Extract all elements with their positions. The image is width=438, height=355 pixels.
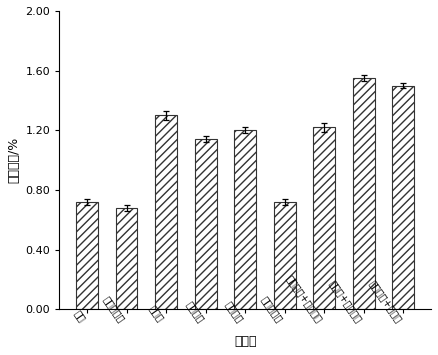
X-axis label: 酶种类: 酶种类 (234, 335, 256, 348)
Y-axis label: 多糖得率/%: 多糖得率/% (7, 137, 20, 183)
Bar (274, 202, 296, 309)
Bar (313, 127, 335, 309)
Bar (392, 86, 414, 309)
Bar (353, 78, 374, 309)
Bar (155, 115, 177, 309)
Bar (76, 202, 98, 309)
Bar (234, 130, 256, 309)
Bar (116, 208, 138, 309)
Bar (195, 139, 216, 309)
